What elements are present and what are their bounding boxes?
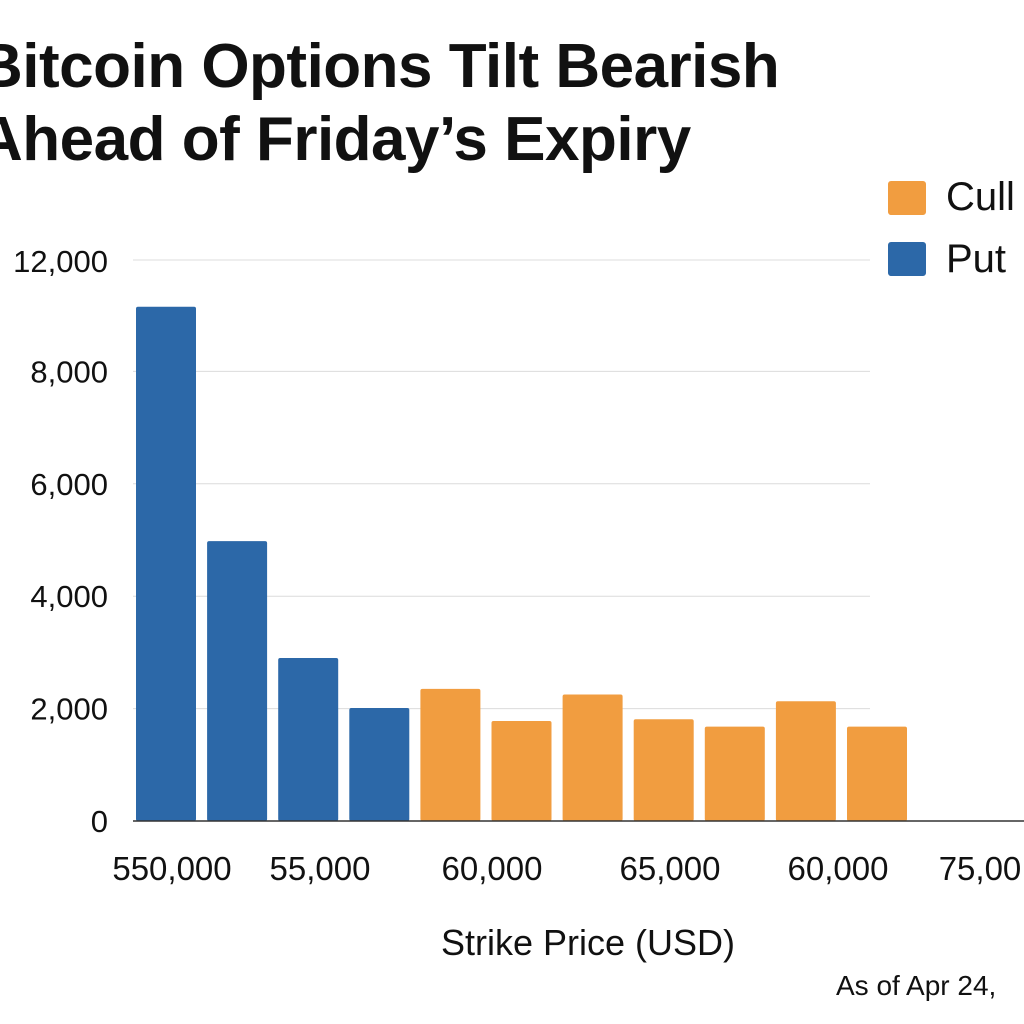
bar-cull-8 (704, 726, 765, 821)
x-tick-label: 60,000 (788, 850, 889, 887)
x-tick-label: 65,000 (620, 850, 721, 887)
chart-title-line-2: Ahead of Friday’s Expiry (0, 105, 691, 174)
y-tick-label: 6,000 (30, 467, 108, 502)
bar-put-3 (349, 708, 410, 821)
x-tick-labels: 550,000 55,000 60,000 65,000 60,000 75,00 (112, 850, 1021, 887)
chart-title-line-1: Bitcoin Options Tilt Bearish (0, 32, 780, 101)
bar-cull-7 (633, 719, 694, 821)
legend-swatch-call (888, 181, 926, 215)
bar-cull-6 (562, 694, 623, 821)
as-of-note: As of Apr 24, (836, 970, 996, 1001)
y-tick-labels: 12,000 0 2,000 4,000 6,000 8,000 (13, 244, 108, 839)
bar-put-1 (207, 541, 268, 821)
x-tick-label: 60,000 (442, 850, 543, 887)
bar-put-2 (278, 658, 339, 821)
x-tick-label: 75,00 (939, 850, 1022, 887)
y-tick-label: 2,000 (30, 692, 108, 727)
y-tick-label: 0 (91, 804, 108, 839)
x-axis-label: Strike Price (USD) (441, 922, 735, 963)
x-tick-label: 550,000 (112, 850, 231, 887)
bar-put-0 (136, 306, 196, 821)
legend-swatch-put (888, 242, 926, 276)
legend-label-put: Put (946, 237, 1006, 281)
bar-cull-10 (847, 726, 907, 821)
legend-label-call: Cull (946, 175, 1015, 219)
y-tick-label: 8,000 (30, 354, 108, 389)
y-tick-label: 4,000 (30, 579, 108, 614)
y-tick-label-top: 12,000 (13, 244, 108, 279)
bar-cull-5 (491, 721, 552, 821)
legend: Cull Put (888, 175, 1015, 281)
x-tick-label: 55,000 (270, 850, 371, 887)
bars (136, 306, 907, 821)
bar-cull-4 (420, 688, 481, 821)
bar-cull-9 (775, 701, 836, 821)
chart-title: Bitcoin Options Tilt Bearish Ahead of Fr… (0, 30, 780, 176)
